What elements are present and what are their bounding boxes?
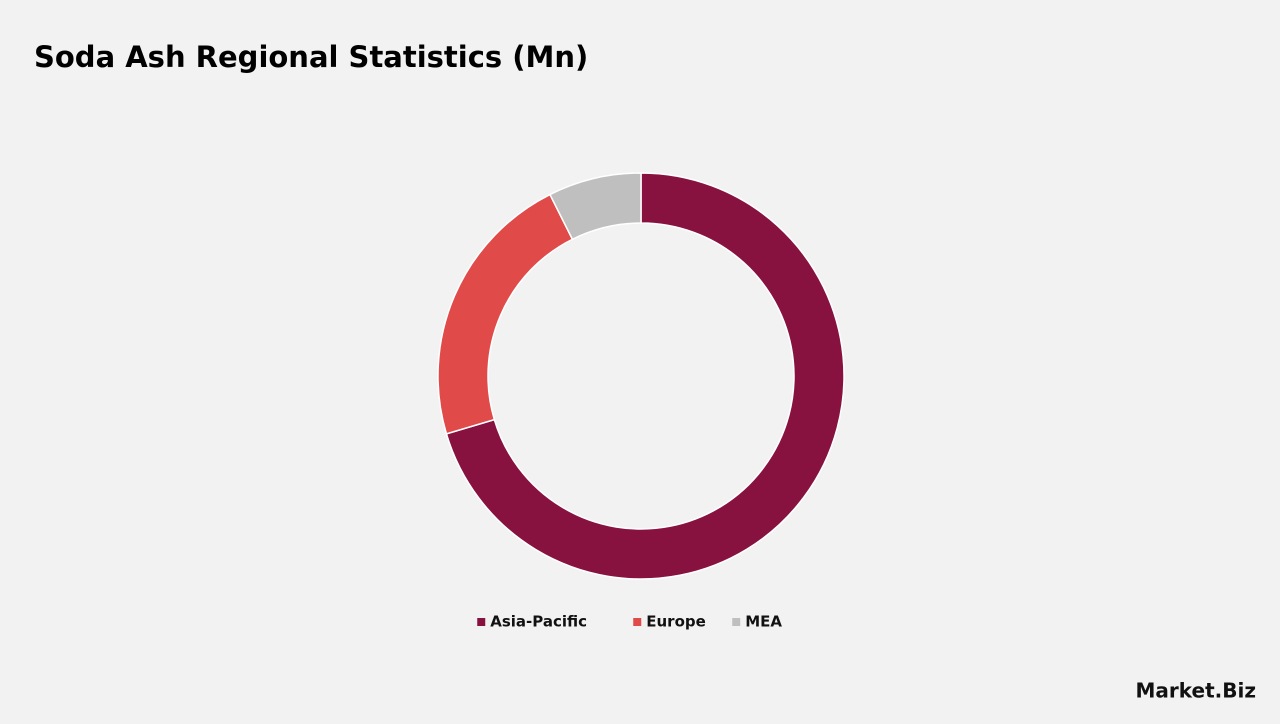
slice	[548, 172, 642, 241]
legend-swatch	[732, 618, 741, 626]
legend-swatch	[633, 618, 642, 626]
legend-label: Europe	[646, 613, 706, 631]
legend-label: Asia-Pacific	[490, 613, 587, 631]
brand-logo: Market.Biz	[1136, 679, 1257, 703]
slice	[445, 172, 845, 580]
legend-label: MEA	[745, 613, 782, 631]
chart-title: Soda Ash Regional Statistics (Mn)	[34, 40, 588, 74]
legend-swatch	[477, 618, 486, 626]
slice	[437, 193, 574, 435]
